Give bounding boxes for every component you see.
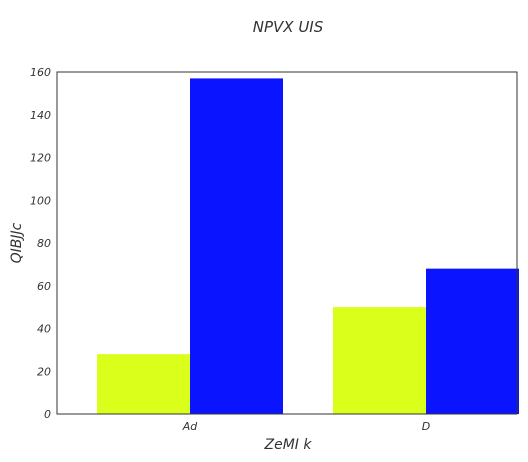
x-axis-ticks: Ad D — [182, 420, 431, 433]
x-tick-label: Ad — [182, 420, 199, 433]
y-axis-label: QIBJJc — [9, 222, 25, 263]
plot-frame — [56, 71, 518, 415]
chart-title: NPVX UIS — [253, 18, 324, 36]
bars-group — [97, 78, 519, 414]
y-tick-label: 40 — [37, 323, 51, 336]
x-axis-label: ZeMI k — [264, 437, 313, 453]
y-tick-label: 20 — [37, 365, 51, 378]
y-tick-label: 0 — [44, 408, 51, 421]
bar-series2-d — [426, 268, 519, 414]
bar-series1-ad — [97, 354, 190, 414]
x-tick-label: D — [422, 420, 430, 433]
y-tick-label: 100 — [30, 194, 51, 207]
y-tick-label: 120 — [30, 152, 51, 165]
y-tick-label: 80 — [37, 237, 51, 250]
y-axis-ticks: 0 20 40 60 80 100 120 140 160 — [30, 66, 51, 421]
bar-series2-ad — [190, 78, 283, 414]
y-tick-label: 140 — [30, 109, 51, 122]
y-tick-label: 160 — [30, 66, 51, 79]
bar-series1-d — [333, 307, 426, 414]
y-tick-label: 60 — [37, 280, 51, 293]
